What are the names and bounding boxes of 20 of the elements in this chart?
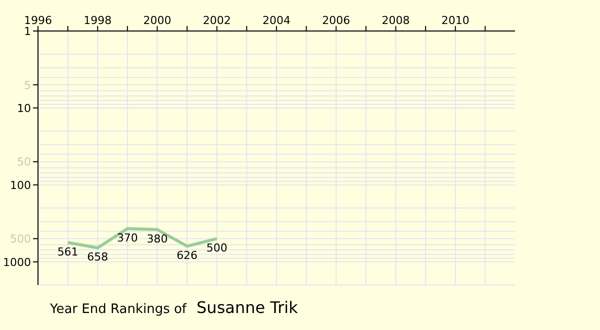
data-label: 370 bbox=[116, 231, 138, 244]
x-tick-label: 1996 bbox=[24, 14, 52, 27]
data-label: 658 bbox=[87, 250, 108, 264]
x-tick-label: 2006 bbox=[322, 14, 350, 27]
x-tick-label: 2002 bbox=[202, 14, 231, 27]
data-label: 561 bbox=[57, 245, 78, 258]
text: Susanne Trik bbox=[196, 298, 298, 317]
text: Year End Rankings of bbox=[50, 302, 187, 317]
data-label: 500 bbox=[206, 241, 228, 254]
data-label: 626 bbox=[176, 248, 198, 262]
x-tick-label: 1998 bbox=[84, 14, 112, 27]
x-tick-label: 2008 bbox=[382, 14, 410, 27]
x-tick-label: 2010 bbox=[441, 14, 470, 27]
x-tick-label: 2000 bbox=[143, 14, 172, 27]
y-tick-label: 10 bbox=[17, 102, 31, 115]
y-tick-label: 1000 bbox=[3, 256, 31, 269]
y-tick-label: 100 bbox=[10, 178, 31, 192]
y-tick-label: 1 bbox=[24, 25, 31, 38]
x-tick-label: 2004 bbox=[262, 14, 290, 27]
data-label: 380 bbox=[146, 232, 168, 246]
